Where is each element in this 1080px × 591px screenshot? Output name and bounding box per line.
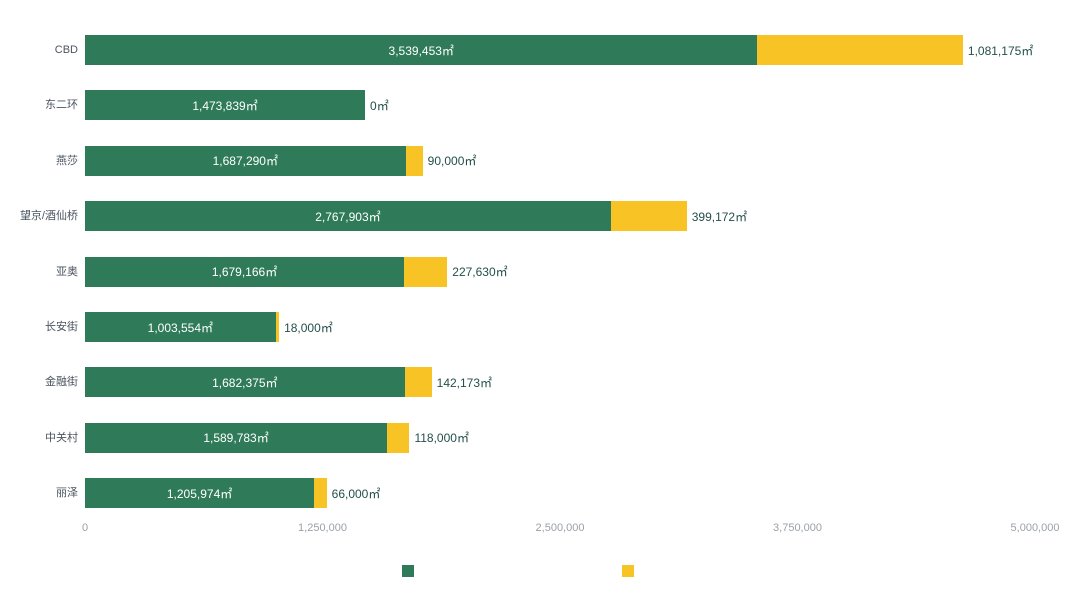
legend-swatch-yellow <box>622 565 634 577</box>
green-segment-value-label: 1,205,974㎡ <box>166 486 233 501</box>
green-segment-value-label: 1,687,290㎡ <box>212 154 278 169</box>
green-bar-segment: 1,205,974㎡ <box>85 478 315 509</box>
yellow-bar-segment <box>404 367 432 398</box>
bar-track: 1,687,290㎡ 90,000㎡ <box>85 145 477 176</box>
green-bar-segment: 3,539,453㎡ <box>85 35 758 65</box>
bar-row: 燕莎 1,687,290㎡ 90,000㎡ <box>0 145 1080 176</box>
bar-track: 1,682,375㎡ 142,173㎡ <box>85 367 493 398</box>
yellow-segment-value-label: 66,000㎡ <box>331 486 381 501</box>
yellow-bar-segment <box>275 312 280 342</box>
green-segment-value-label: 3,539,453㎡ <box>388 43 454 58</box>
category-label: 长安街 <box>45 321 78 333</box>
bar-row: 亚奥 1,679,166㎡ 227,630㎡ <box>0 256 1080 287</box>
green-bar-segment: 1,682,375㎡ <box>85 367 405 398</box>
yellow-bar-segment <box>610 201 687 232</box>
bar-row: 中关村 1,589,783㎡ 118,000㎡ <box>0 422 1080 453</box>
bar-row: 丽泽 1,205,974㎡ 66,000㎡ <box>0 478 1080 509</box>
yellow-bar-segment <box>757 35 963 65</box>
legend-swatch-green <box>402 565 414 577</box>
x-axis-tick-label: 1,250,000 <box>298 522 347 534</box>
green-segment-value-label: 2,767,903㎡ <box>315 209 381 224</box>
green-bar-segment: 1,687,290㎡ <box>85 145 406 176</box>
category-label: 望京/酒仙桥 <box>19 210 78 223</box>
bar-track: 1,205,974㎡ 66,000㎡ <box>85 478 381 509</box>
bar-track: 2,767,903㎡ 399,172㎡ <box>85 201 748 232</box>
bar-row: 长安街 1,003,554㎡ 18,000㎡ <box>0 312 1080 342</box>
category-label: 亚奥 <box>56 265 78 278</box>
green-segment-value-label: 1,003,554㎡ <box>147 320 214 335</box>
green-segment-value-label: 1,473,839㎡ <box>192 98 258 113</box>
yellow-bar-segment <box>387 422 410 453</box>
green-segment-value-label: 1,682,375㎡ <box>212 375 278 390</box>
yellow-segment-value-label: 399,172㎡ <box>691 209 748 224</box>
category-label: 丽泽 <box>56 487 78 500</box>
category-label: 金融街 <box>45 376 78 389</box>
yellow-segment-value-label: 0㎡ <box>370 98 389 113</box>
bar-row: 东二环 1,473,839㎡ 0㎡ <box>0 90 1080 121</box>
yellow-segment-value-label: 1,081,175㎡ <box>967 43 1034 58</box>
x-axis: 0 1,250,000 2,500,000 3,750,000 5,000,000 <box>0 522 1080 538</box>
bar-track: 1,679,166㎡ 227,630㎡ <box>85 256 508 287</box>
green-bar-segment: 1,473,839㎡ <box>85 90 366 121</box>
yellow-segment-value-label: 227,630㎡ <box>452 265 508 280</box>
yellow-segment-value-label: 142,173㎡ <box>436 375 493 390</box>
x-axis-tick-label: 0 <box>81 522 89 534</box>
category-label: 燕莎 <box>56 154 78 167</box>
green-segment-value-label: 1,589,783㎡ <box>203 431 269 446</box>
bar-row: CBD 3,539,453㎡ 1,081,175㎡ <box>0 35 1080 65</box>
bar-track: 3,539,453㎡ 1,081,175㎡ <box>85 35 1033 65</box>
category-label: 东二环 <box>45 99 78 112</box>
category-label: 中关村 <box>45 431 78 444</box>
bar-row: 金融街 1,682,375㎡ 142,173㎡ <box>0 367 1080 398</box>
bar-row: 望京/酒仙桥 2,767,903㎡ 399,172㎡ <box>0 201 1080 232</box>
green-bar-segment: 1,589,783㎡ <box>85 422 388 453</box>
yellow-segment-value-label: 18,000㎡ <box>284 320 333 335</box>
green-segment-value-label: 1,679,166㎡ <box>211 265 278 280</box>
bar-track: 1,003,554㎡ 18,000㎡ <box>85 312 333 342</box>
x-axis-tick-label: 2,500,000 <box>535 522 585 534</box>
green-bar-segment: 1,679,166㎡ <box>85 256 405 287</box>
bar-track: 1,473,839㎡ 0㎡ <box>85 90 389 121</box>
yellow-bar-segment <box>314 478 327 509</box>
green-bar-segment: 2,767,903㎡ <box>85 201 611 232</box>
x-axis-tick-label: 3,750,000 <box>773 522 822 534</box>
green-bar-segment: 1,003,554㎡ <box>85 312 276 342</box>
yellow-segment-value-label: 90,000㎡ <box>427 154 477 169</box>
yellow-segment-value-label: 118,000㎡ <box>414 431 469 446</box>
bar-track: 1,589,783㎡ 118,000㎡ <box>85 422 469 453</box>
yellow-bar-segment <box>404 256 448 287</box>
category-label: CBD <box>54 44 78 56</box>
x-axis-tick-label: 5,000,000 <box>1010 522 1060 534</box>
yellow-bar-segment <box>405 145 423 176</box>
chart-legend <box>0 565 1080 579</box>
